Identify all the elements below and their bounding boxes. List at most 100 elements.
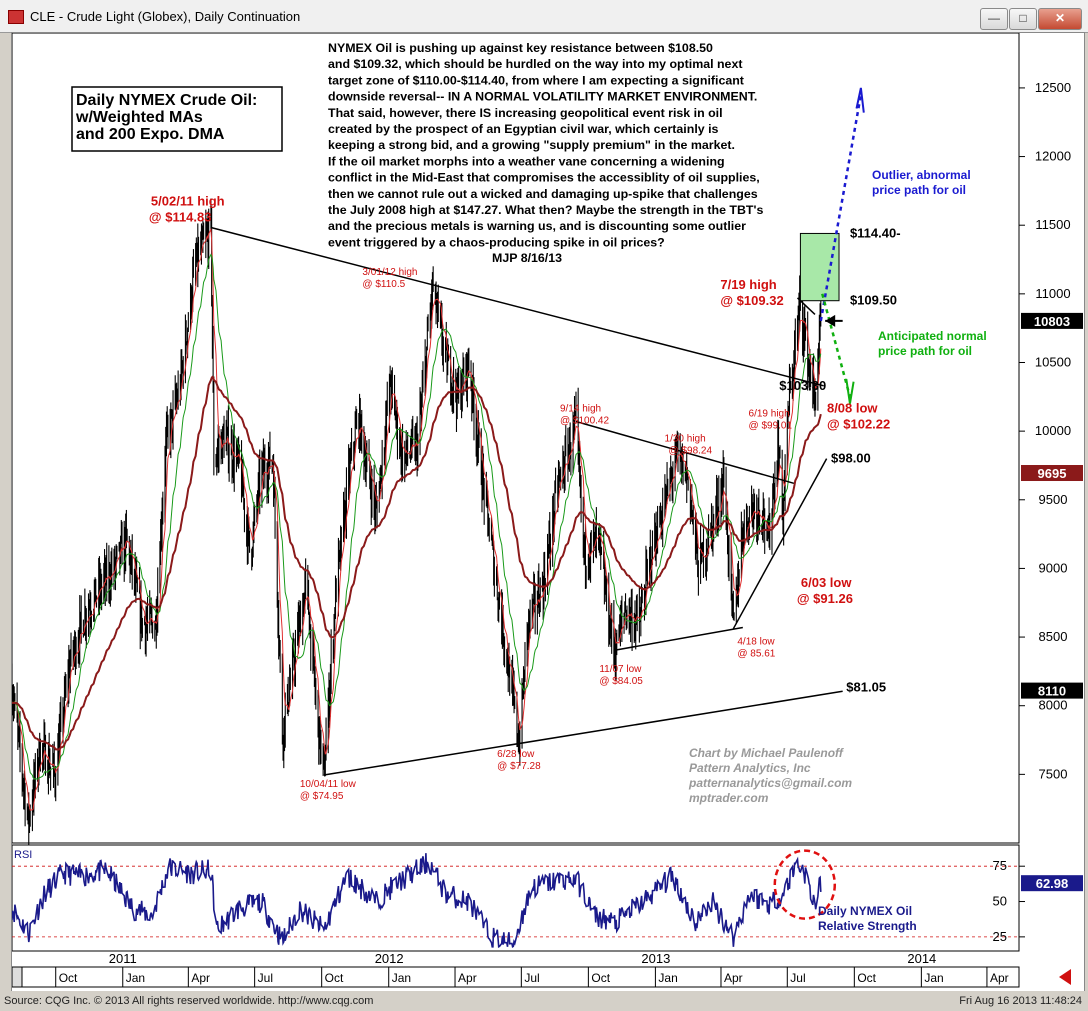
outlier-label: Outlier, abnormal [872, 168, 971, 182]
commentary-line: If the oil market morphs into a weather … [328, 154, 725, 168]
support-trendline-2 [732, 458, 828, 630]
normal-label: price path for oil [878, 344, 972, 358]
price-annotation: @ $100.42 [560, 415, 610, 426]
y-tick-label: 12500 [1035, 80, 1071, 95]
ema-200-line [11, 375, 822, 751]
chart-title-line: Daily NYMEX Crude Oil: [76, 92, 257, 109]
price-annotation: 9/14 high [560, 403, 601, 414]
level-label: $98.00 [831, 451, 871, 466]
price-annotation: 6/28 low [497, 749, 535, 760]
y-tick-label: 10500 [1035, 354, 1071, 369]
outlier-path-arrow [819, 94, 863, 322]
price-annotation: 10/04/11 low [300, 779, 357, 790]
month-label: Apr [990, 971, 1009, 985]
target-zone-box [799, 232, 840, 302]
month-label: Jan [924, 971, 943, 985]
y-tick-label: 9000 [1039, 560, 1068, 575]
chart-title-line: and 200 Expo. DMA [76, 126, 225, 143]
price-annotation: 3/01/12 high [362, 267, 417, 278]
scroll-right-arrow[interactable] [1059, 969, 1071, 985]
source-text: Source: CQG Inc. © 2013 All rights reser… [4, 995, 374, 1007]
month-label: Apr [724, 971, 743, 985]
scroll-left-handle[interactable] [11, 966, 23, 988]
price-annotation: 1/30 high [665, 433, 706, 444]
rsi-caption: Relative Strength [818, 919, 917, 933]
y-tick-label: 11000 [1035, 286, 1070, 301]
timestamp: Fri Aug 16 2013 11:48:24 [959, 995, 1082, 1007]
price-annotation: 4/18 low [737, 637, 775, 648]
chart-window: 7500 8000 8500 9000 9500 10000 10500 11000 11500… [11, 32, 1085, 992]
window-titlebar: CLE - Crude Light (Globex), Daily Contin… [0, 0, 1088, 33]
app-icon [8, 10, 24, 24]
month-label: Oct [857, 971, 876, 985]
commentary-line: target zone of $110.00-$114.40, from whe… [328, 73, 744, 87]
month-label: Jul [258, 971, 273, 985]
close-button[interactable]: ✕ [1038, 8, 1082, 30]
y-tick-label: 11500 [1035, 217, 1070, 232]
resistance-trendline [210, 226, 824, 387]
price-annotation: @ $77.28 [497, 761, 541, 772]
normal-path-arrow [821, 293, 852, 398]
outlier-label: price path for oil [872, 183, 966, 197]
month-label: Apr [458, 971, 477, 985]
level-label: $114.40- [850, 225, 901, 240]
price-annotation: @ 85.61 [737, 649, 775, 660]
price-annotation: @ $114.83 [149, 210, 212, 225]
month-label: Apr [191, 971, 210, 985]
rsi-current-bg [1021, 875, 1083, 892]
year-label: 2011 [109, 951, 137, 966]
support-trendline-3 [323, 690, 843, 776]
rsi-caption: Daily NYMEX Oil [818, 904, 912, 918]
commentary-line: NYMEX Oil is pushing up against key resi… [328, 41, 713, 55]
lower-price-marker: 8110 [1038, 684, 1066, 699]
lower-price-marker-bg [1021, 682, 1083, 699]
year-label: 2014 [907, 951, 936, 966]
commentary-line: event triggered by a chaos-producing spi… [328, 235, 665, 249]
y-tick-label: 9500 [1039, 492, 1068, 507]
credit-line: patternanalytics@gmail.com [688, 776, 852, 790]
commentary-line: and $109.32, which should be hurdled on … [328, 57, 742, 71]
rsi-tick-label: 75 [993, 858, 1007, 873]
commentary-line: then we cannot rule out a wicked and dam… [328, 187, 758, 201]
title-box [71, 86, 283, 152]
rsi-highlight-circle [773, 849, 837, 920]
wma-fast-line [11, 227, 822, 811]
price-bars [11, 198, 822, 846]
maximize-button[interactable]: □ [1009, 8, 1037, 30]
status-footer: Source: CQG Inc. © 2013 All rights reser… [0, 991, 1088, 1011]
price-annotation: 6/19 high [749, 409, 790, 420]
commentary-line: and the precious metals is warning us, a… [328, 219, 746, 233]
level-label: $81.05 [846, 679, 886, 694]
rsi-current-label: 62.98 [1036, 876, 1069, 891]
pointer-arrowhead [825, 314, 836, 327]
credit-line: Chart by Michael Paulenoff [689, 746, 844, 760]
year-label: 2013 [641, 951, 670, 966]
price-annotation: 11/07 low [599, 664, 642, 675]
rsi-line [11, 853, 822, 949]
resistance-trendline-2 [575, 420, 795, 485]
month-label: Jul [790, 971, 805, 985]
month-label: Oct [325, 971, 344, 985]
price-annotation: 6/03 low [801, 575, 852, 590]
commentary-line: That said, however, there IS increasing … [328, 106, 723, 120]
month-label: Oct [59, 971, 78, 985]
minimize-button[interactable]: — [980, 8, 1008, 30]
signature: MJP 8/16/13 [492, 251, 562, 265]
outlier-arrowhead [855, 87, 865, 113]
month-label: Jan [658, 971, 677, 985]
price-annotation: @ $91.26 [797, 591, 853, 606]
y-tick-label: 8000 [1039, 698, 1068, 713]
price-annotation: @ $84.05 [599, 676, 643, 687]
commentary-line: downside reversal-- IN A NORMAL VOLATILI… [328, 90, 757, 104]
commentary-line: conflict in the Mid-East that compromise… [328, 171, 760, 185]
rsi-tick-label: 50 [993, 894, 1007, 909]
current-price-marker: 10803 [1034, 314, 1070, 329]
price-annotation: @ $98.24 [669, 445, 713, 456]
month-label: Jan [392, 971, 411, 985]
crude-oil-chart: 7500 8000 8500 9000 9500 10000 10500 11000 11500… [11, 32, 1083, 988]
commentary-line: created by the prospect of an Egyptian c… [328, 122, 719, 136]
ma200-marker-bg [1021, 465, 1083, 482]
price-annotation: 7/19 high [720, 277, 776, 292]
rsi-tick-label: 25 [993, 929, 1007, 944]
y-tick-label: 12000 [1035, 149, 1071, 164]
